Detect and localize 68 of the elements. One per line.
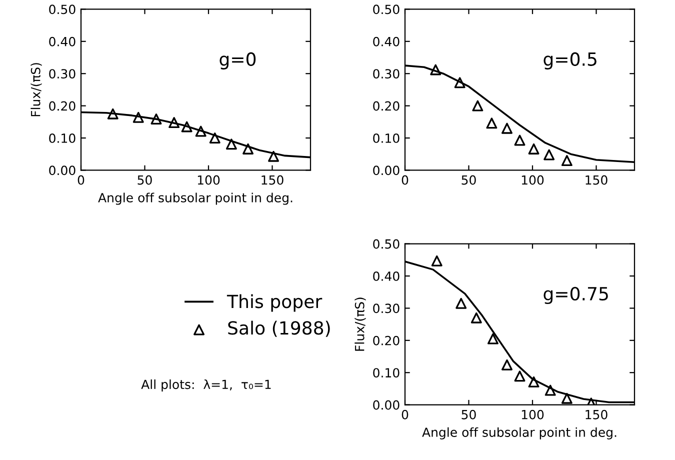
y-axis-title: Flux/(πS): [30, 63, 42, 116]
x-tick-label: 50: [138, 175, 152, 185]
y-tick-label: 0.00: [373, 166, 400, 176]
point: [242, 143, 254, 154]
y-tick-label: 0.50: [373, 239, 400, 249]
x-axis-title: Angle off subsolar point in deg.: [422, 427, 616, 440]
x-tick-label: 100: [198, 175, 220, 185]
x-tick-label: 150: [586, 410, 608, 420]
x-tick-label: 150: [262, 175, 284, 185]
point: [107, 108, 118, 120]
point: [514, 134, 526, 146]
annotation: g=0.5: [544, 52, 596, 70]
point: [486, 118, 498, 129]
point: [454, 77, 466, 88]
y-tick-label: 0.20: [49, 101, 76, 111]
annotation: g=0: [220, 52, 256, 70]
x-tick-label: 100: [522, 410, 544, 420]
x-tick-label: 150: [586, 175, 608, 185]
x-tick-label: 0: [402, 410, 408, 420]
point: [181, 121, 192, 132]
point: [209, 132, 220, 144]
y-tick-label: 0.40: [49, 36, 76, 46]
point: [268, 150, 280, 162]
x-tick-label: 50: [462, 175, 476, 185]
point: [502, 359, 512, 370]
legend-label: This poper: [226, 294, 322, 312]
y-axis-title: Flux/(πS): [354, 298, 366, 351]
annotation: g=0.75: [544, 286, 608, 304]
x-tick-label: 0: [78, 175, 84, 185]
y-tick-label: 0.30: [373, 69, 400, 79]
point: [430, 64, 442, 76]
x-tick-label: 100: [522, 175, 544, 185]
point: [168, 117, 180, 128]
point: [544, 384, 556, 396]
point: [472, 100, 484, 112]
y-tick-label: 0.00: [49, 166, 76, 176]
text: All plots: λ=1, τ₀=1: [141, 379, 271, 392]
point: [561, 155, 572, 166]
y-tick-label: 0.40: [373, 271, 400, 281]
point: [456, 298, 467, 309]
point: [470, 312, 482, 324]
y-tick-label: 0.10: [373, 133, 400, 143]
point: [132, 112, 144, 123]
x-tick-label: 0: [402, 175, 408, 185]
point: [544, 149, 555, 160]
y-tick-label: 0.50: [373, 4, 400, 14]
y-tick-label: 0.20: [373, 336, 400, 346]
y-tick-label: 0.10: [373, 368, 400, 378]
y-tick-label: 0.30: [373, 304, 400, 314]
y-tick-label: 0.20: [373, 101, 400, 111]
point: [195, 126, 206, 137]
y-tick-label: 0.10: [49, 133, 76, 143]
point: [561, 392, 572, 404]
y-tick-label: 0.00: [373, 400, 400, 410]
point: [226, 138, 237, 150]
y-tick-label: 0.40: [373, 36, 400, 46]
point: [502, 122, 512, 134]
x-tick-label: 50: [462, 410, 476, 420]
point: [528, 143, 540, 154]
point: [431, 255, 442, 266]
point: [514, 370, 526, 382]
point: [150, 114, 162, 124]
point: [487, 333, 498, 344]
y-tick-label: 0.30: [49, 69, 76, 79]
legend-label: Salo (1988): [228, 320, 330, 337]
x-axis-title: Angle off subsolar point in deg.: [98, 192, 292, 205]
point: [528, 376, 540, 388]
y-tick-label: 0.50: [49, 4, 76, 14]
